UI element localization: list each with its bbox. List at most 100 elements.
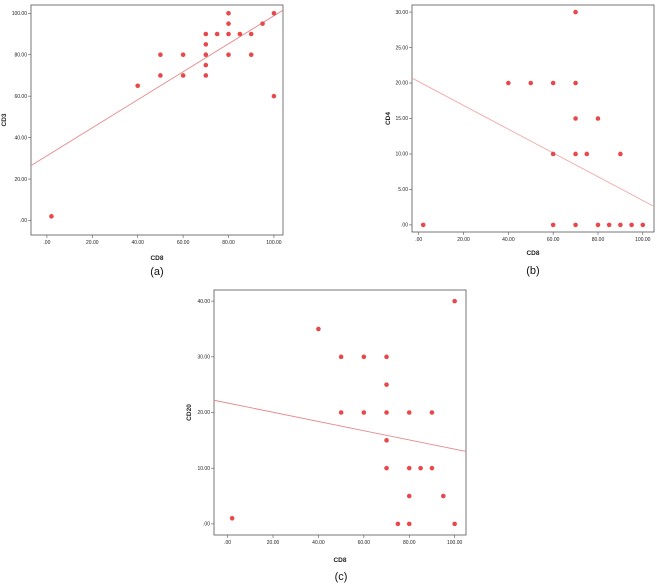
chart-c-x-tick-label: 40.00 [312, 540, 325, 546]
chart-a-data-point [203, 31, 209, 37]
chart-a-y-tick-label: 60.00 [14, 94, 27, 100]
chart-c-fit-line [213, 399, 467, 452]
chart-b-y-tick-label: .00 [401, 223, 408, 229]
chart-b-data-point [550, 80, 556, 86]
chart-a-fit-line [30, 9, 284, 166]
chart-a-data-point [237, 31, 243, 37]
chart-c-data-point [338, 354, 344, 360]
chart-a-data-point [203, 62, 209, 68]
chart-c-y-axis-label: CD20 [186, 404, 193, 421]
chart-b-caption: (b) [526, 265, 539, 277]
chart-a-data-point [226, 21, 231, 26]
chart-a-data-point [49, 214, 54, 219]
chart-b-data-point [595, 116, 601, 121]
chart-b-data-point [640, 222, 646, 228]
chart-b-x-tick-label: .00 [415, 237, 422, 243]
chart-b-data-point [595, 222, 601, 228]
chart-b-y-tick-label: 30.00 [395, 10, 408, 16]
chart-a-data-point [260, 21, 265, 26]
chart-c-data-point [429, 410, 435, 415]
chart-c-x-tick-label: 20.00 [267, 540, 280, 546]
chart-a-data-point [248, 52, 254, 58]
chart-a-x-axis-label: CD8 [150, 255, 163, 262]
chart-c-caption: (c) [335, 571, 348, 583]
chart-a-y-tick-label: 80.00 [14, 52, 27, 58]
chart-a-data-point [180, 73, 186, 78]
chart-a-x-tick-label: 80.00 [222, 240, 235, 246]
chart-b-data-point [584, 151, 590, 157]
chart-c-data-point [452, 298, 457, 304]
chart-b-y-tick-label: 20.00 [395, 81, 408, 87]
chart-c-x-tick-label: .00 [224, 540, 231, 546]
chart-b-data-point [573, 222, 578, 228]
chart-a-data-point [248, 31, 254, 37]
chart-c-data-point [395, 521, 401, 527]
chart-b-data-point [528, 80, 534, 86]
chart-b-data-point [420, 222, 426, 228]
chart-a-x-tick-label: 60.00 [177, 240, 190, 246]
chart-b-data-point [550, 222, 556, 228]
chart-b-data-point [629, 222, 634, 228]
chart-c-data-point [384, 410, 389, 415]
chart-a-y-tick-label: 100.00 [12, 11, 28, 17]
chart-a-data-point [135, 83, 141, 89]
chart-b-y-tick-label: 25.00 [395, 45, 408, 51]
chart-b-data-point [573, 116, 578, 121]
chart-c-data-point [406, 521, 412, 527]
chart-c-y-tick-label: 40.00 [197, 299, 210, 305]
chart-c-data-point [418, 465, 423, 471]
chart-a-plot-frame [30, 4, 284, 236]
chart-c-data-point [384, 382, 389, 387]
chart-a-y-tick-label: .00 [20, 218, 27, 224]
chart-c-y-tick-label: 20.00 [197, 410, 210, 416]
chart-b-x-axis-label: CD8 [526, 250, 539, 257]
chart-a-data-point [158, 73, 163, 78]
chart-a-y-tick-label: 40.00 [14, 135, 27, 141]
chart-b-x-tick-label: 80.00 [592, 237, 605, 243]
chart-a-data-point [214, 31, 220, 37]
chart-c-x-tick-label: 100.00 [447, 540, 463, 546]
chart-c-data-point [384, 465, 389, 471]
chart-c-data-point [406, 493, 412, 499]
chart-a-x-tick-label: 40.00 [131, 240, 144, 246]
chart-b-data-point [506, 80, 511, 86]
chart-b-x-tick-label: 60.00 [547, 237, 560, 243]
chart-a-data-point [226, 52, 231, 58]
chart-c-data-point [338, 410, 344, 415]
chart-a-data-point [271, 10, 277, 16]
chart-c-data-point [406, 410, 412, 415]
chart-c-y-tick-label: 30.00 [197, 355, 210, 361]
chart-c-y-tick-label: .00 [203, 522, 210, 528]
chart-a-data-point [203, 42, 209, 47]
chart-a-data-point [180, 52, 186, 58]
chart-a-x-tick-label: 100.00 [266, 240, 282, 246]
chart-c-data-point [361, 354, 367, 360]
chart-c-data-point [384, 354, 389, 360]
chart-c-data-point [406, 465, 412, 471]
chart-c-x-tick-label: 60.00 [358, 540, 371, 546]
chart-c-data-point [384, 438, 389, 443]
chart-a-data-point [226, 10, 231, 16]
chart-b-data-point [573, 151, 578, 157]
chart-c-x-tick-label: 80.00 [403, 540, 416, 546]
chart-a-data-point [226, 31, 231, 37]
chart-a-y-axis-label: CD3 [1, 113, 8, 126]
chart-a-data-point [203, 52, 209, 58]
chart-b-plot-frame [411, 4, 655, 233]
chart-b-data-point [618, 222, 623, 228]
chart-b-x-tick-label: 100.00 [635, 237, 651, 243]
chart-b-y-axis-label: CD4 [385, 112, 392, 125]
chart-c-y-tick-label: 10.00 [197, 466, 210, 472]
chart-c-data-point [452, 521, 457, 527]
chart-c-data-point [429, 465, 435, 471]
chart-a-caption: (a) [150, 266, 163, 278]
chart-a-data-point [158, 52, 163, 58]
chart-c-data-point [229, 515, 235, 521]
chart-b-x-tick-label: 40.00 [502, 237, 515, 243]
chart-b-fit-line [411, 77, 655, 207]
chart-b-data-point [550, 151, 556, 157]
chart-b-data-point [618, 151, 623, 157]
chart-c-data-point [361, 410, 367, 415]
chart-b-y-tick-label: 10.00 [395, 152, 408, 158]
